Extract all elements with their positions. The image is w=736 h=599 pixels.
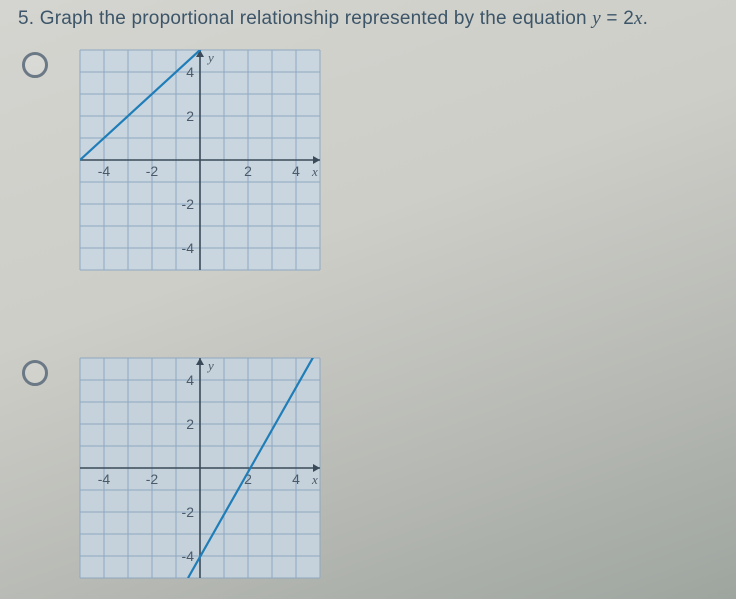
radio-option-b[interactable]	[22, 360, 48, 386]
question-prompt-post: .	[643, 8, 648, 29]
svg-text:-4: -4	[98, 471, 111, 487]
svg-text:4: 4	[186, 64, 194, 80]
svg-text:2: 2	[186, 416, 194, 432]
svg-text:-2: -2	[146, 163, 159, 179]
eq-coef: 2	[623, 8, 634, 29]
svg-text:4: 4	[292, 471, 300, 487]
svg-text:x: x	[311, 164, 318, 179]
svg-text:y: y	[206, 50, 214, 65]
svg-text:-4: -4	[182, 240, 195, 256]
svg-text:-4: -4	[182, 548, 195, 564]
svg-text:-2: -2	[182, 504, 195, 520]
eq-var: x	[634, 8, 643, 29]
eq-lhs: y	[592, 8, 601, 29]
graph-option-b: -4-224-4-224xy	[70, 348, 330, 588]
svg-text:4: 4	[186, 372, 194, 388]
question-text: 5. Graph the proportional relationship r…	[18, 8, 648, 30]
chart-svg-b: -4-224-4-224xy	[70, 348, 330, 588]
graph-option-a: -4-224-4-224xy	[70, 40, 330, 280]
svg-text:-2: -2	[146, 471, 159, 487]
question-number: 5.	[18, 8, 34, 29]
svg-text:-2: -2	[182, 196, 195, 212]
question-prompt-pre: Graph the proportional relationship repr…	[40, 8, 593, 29]
svg-text:-4: -4	[98, 163, 111, 179]
svg-text:4: 4	[292, 163, 300, 179]
svg-text:2: 2	[186, 108, 194, 124]
svg-text:y: y	[206, 358, 214, 373]
svg-text:x: x	[311, 472, 318, 487]
svg-text:2: 2	[244, 163, 252, 179]
eq-mid: =	[601, 8, 623, 29]
radio-option-a[interactable]	[22, 52, 48, 78]
chart-svg-a: -4-224-4-224xy	[70, 40, 330, 280]
